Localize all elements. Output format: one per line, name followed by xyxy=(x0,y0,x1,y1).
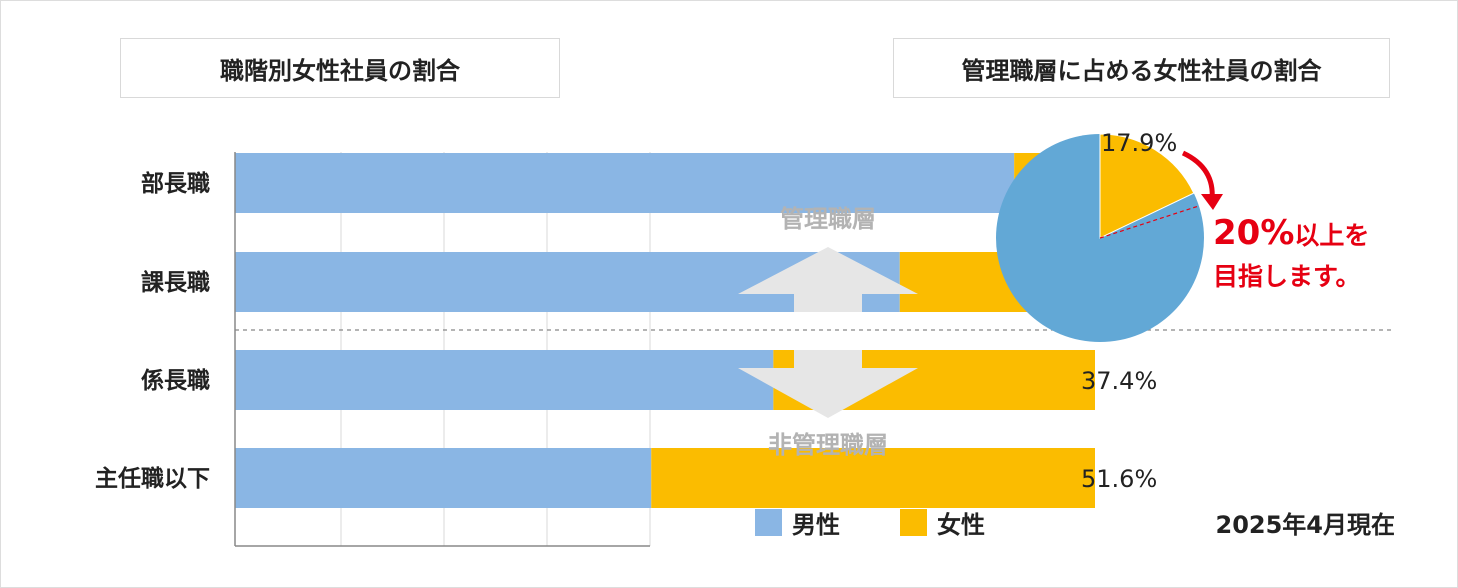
legend-swatch-female xyxy=(900,509,927,536)
category-label-bucho: 部長職 xyxy=(141,170,210,197)
target-text-line2: 目指します。 xyxy=(1213,262,1361,291)
arrow-down-label: 非管理職層 xyxy=(768,431,888,459)
target-number: 20% xyxy=(1213,213,1294,253)
pie-label-female: 17.9% xyxy=(1101,129,1177,157)
bar-chart-title: 職階別女性社員の割合 xyxy=(120,38,560,98)
arrow-up-shape xyxy=(738,247,918,312)
arrow-down-shape xyxy=(738,350,918,418)
bar-male-shunin xyxy=(235,448,652,508)
target-text-line1: 20%以上を xyxy=(1213,213,1369,253)
target-arrow xyxy=(1181,150,1223,210)
bar-male-bucho xyxy=(235,153,1015,213)
category-label-kakaricho: 係長職 xyxy=(141,367,210,394)
legend-label-male: 男性 xyxy=(792,511,840,539)
category-label-shunin: 主任職以下 xyxy=(95,465,210,492)
legend-swatch-male xyxy=(755,509,782,536)
pie-slice-female xyxy=(1099,133,1195,239)
pie-chart: 17.9% xyxy=(996,129,1204,342)
target-rest: 以上を xyxy=(1294,221,1369,250)
bar-male-kakaricho xyxy=(235,350,774,410)
legend-label-female: 女性 xyxy=(937,511,985,539)
pie-target-line xyxy=(1099,205,1200,239)
category-label-kacho: 課長職 xyxy=(141,269,210,296)
arrow-down-non-management: 非管理職層 xyxy=(738,350,918,459)
pie-chart-title: 管理職層に占める女性社員の割合 xyxy=(893,38,1390,98)
arrow-up-label: 管理職層 xyxy=(780,205,876,233)
data-label-shunin: 51.6% xyxy=(1081,465,1157,493)
bar-female-shunin xyxy=(651,448,1095,508)
date-note: 2025年4月現在 xyxy=(1216,511,1396,539)
arrow-up-management: 管理職層 xyxy=(738,205,918,312)
data-label-kakaricho: 37.4% xyxy=(1081,367,1157,395)
legend: 男性 女性 xyxy=(755,509,985,539)
